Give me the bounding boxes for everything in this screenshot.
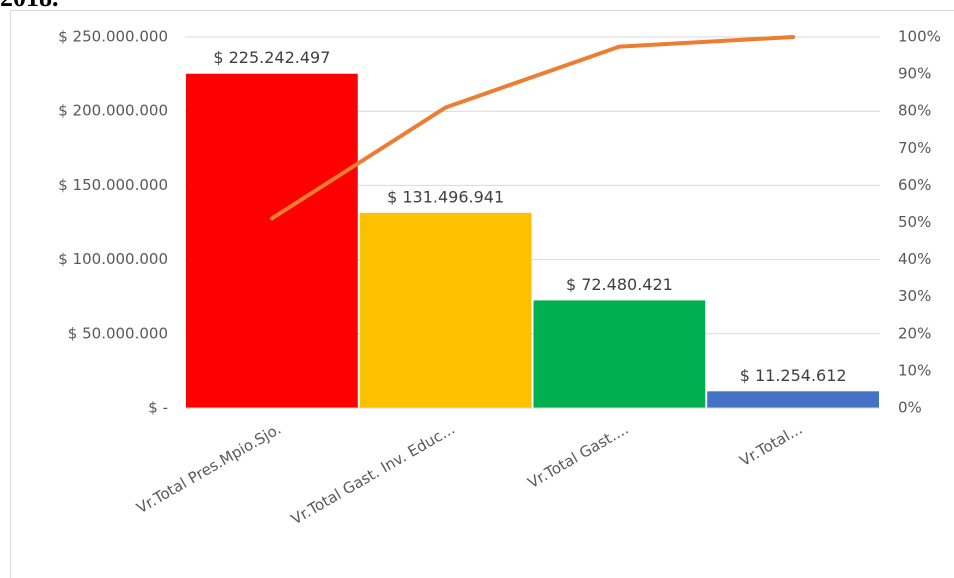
y2-tick-label: 50% xyxy=(898,213,931,231)
cumulative-line xyxy=(269,35,796,221)
bar xyxy=(533,300,706,408)
y2-tick-label: 10% xyxy=(898,361,931,379)
x-tick-label: Vr.Total Pres.Mpio.Sjo. xyxy=(133,420,284,517)
x-tick-label: Vr.Total Gast.... xyxy=(525,420,632,492)
bar xyxy=(186,73,358,408)
value-label: $ 72.480.421 xyxy=(566,275,673,294)
chart-border xyxy=(10,10,954,578)
y2-tick-label: 90% xyxy=(898,65,931,83)
value-label: $ 131.496.941 xyxy=(387,187,504,206)
y2-tick-label: 80% xyxy=(898,102,931,120)
value-label: $ 225.242.497 xyxy=(213,48,330,67)
y2-tick-label: 0% xyxy=(898,399,922,417)
y-tick-label: $ 250.000.000 xyxy=(58,28,168,46)
y2-tick-label: 70% xyxy=(898,139,931,157)
bar xyxy=(707,391,879,408)
x-tick-label: Vr.Total... xyxy=(736,420,805,470)
y-tick-label: $ 100.000.000 xyxy=(58,250,168,268)
y2-tick-label: 20% xyxy=(898,324,931,342)
y-tick-label: $ 150.000.000 xyxy=(58,176,168,194)
value-label: $ 11.254.612 xyxy=(740,366,847,385)
y2-tick-label: 60% xyxy=(898,176,931,194)
x-tick-label: Vr.Total Gast. Inv. Educ... xyxy=(288,420,458,529)
heading: 2018. xyxy=(0,0,59,12)
bar xyxy=(359,212,532,408)
y2-tick-label: 100% xyxy=(898,28,941,46)
y2-tick-label: 30% xyxy=(898,287,931,305)
y-tick-label: $ 50.000.000 xyxy=(68,324,168,342)
y-tick-label: $ - xyxy=(148,399,168,417)
y-tick-label: $ 200.000.000 xyxy=(58,102,168,120)
y2-tick-label: 40% xyxy=(898,250,931,268)
